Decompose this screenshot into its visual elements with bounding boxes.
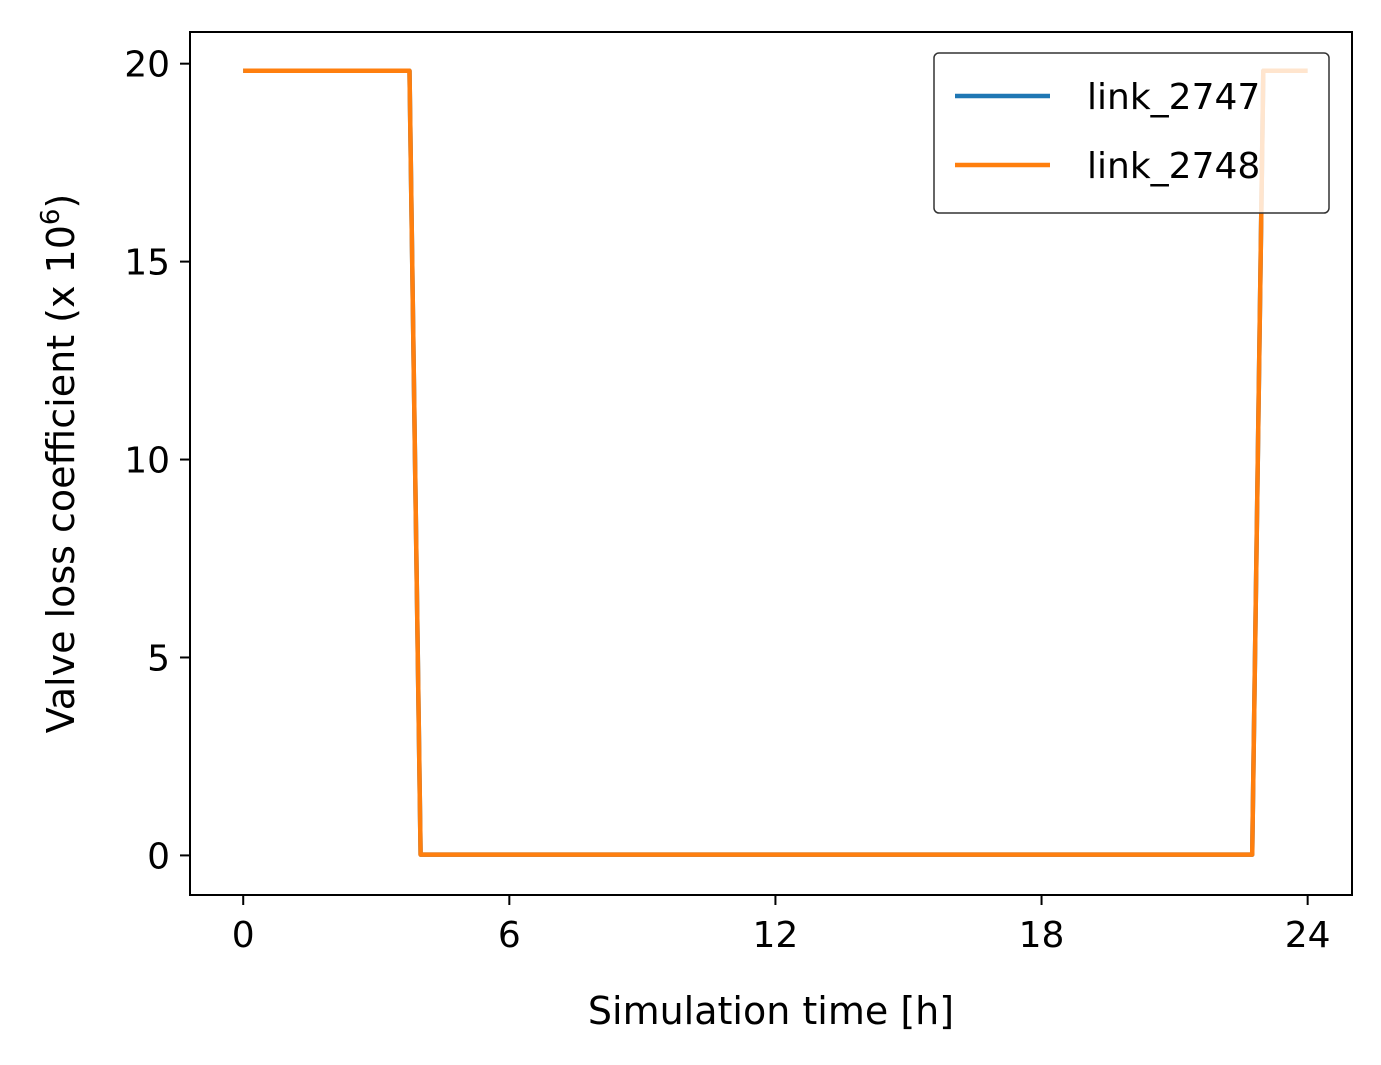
x-tick-label: 24 <box>1285 915 1331 956</box>
y-tick-label: 10 <box>124 441 170 482</box>
y-tick-label: 0 <box>147 836 170 877</box>
y-axis-label: Valve loss coefficient (x 106) <box>36 194 83 734</box>
y-axis-label-prefix: Valve loss coefficient (x 10 <box>39 225 83 733</box>
x-tick-label: 0 <box>232 915 255 956</box>
legend-box <box>933 52 1330 214</box>
plot-frame <box>189 31 1353 896</box>
x-tick-label: 6 <box>498 915 521 956</box>
x-tick-label: 12 <box>753 915 799 956</box>
legend: link_2747 link_2748 <box>933 52 1330 214</box>
legend-label-link_2747: link_2747 <box>1087 77 1260 118</box>
y-axis-label-exponent: 6 <box>36 209 66 226</box>
x-tick-label: 18 <box>1019 915 1065 956</box>
x-axis-label: Simulation time [h] <box>588 989 954 1033</box>
y-tick-label: 20 <box>124 45 170 86</box>
y-tick-label: 15 <box>124 243 170 284</box>
y-axis-label-suffix: ) <box>39 194 83 209</box>
legend-items: link_2747 link_2748 <box>955 77 1260 187</box>
x-axis: 0 6 12 18 24 <box>232 895 1331 956</box>
y-tick-label: 5 <box>147 638 170 679</box>
y-axis: 0 5 10 15 20 <box>124 45 190 877</box>
legend-label-link_2748: link_2748 <box>1087 146 1260 187</box>
